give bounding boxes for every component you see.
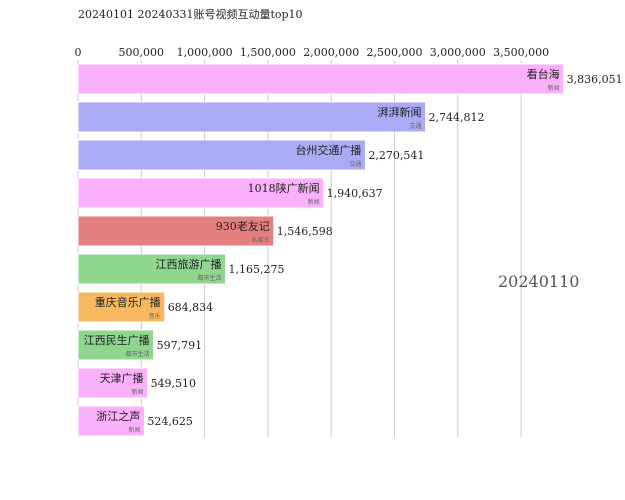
- bar-group-label: 新闻: [308, 198, 320, 206]
- bar-label: 930老友记: [216, 219, 270, 233]
- value-label: 684,834: [168, 301, 214, 314]
- bar: [77, 177, 325, 209]
- bar: [77, 101, 426, 133]
- value-label: 1,165,275: [229, 263, 285, 276]
- bar-label: 1018陕广新闻: [248, 181, 320, 195]
- x-tick-label: 0: [75, 46, 82, 59]
- bar-label: 台州交通广播: [295, 143, 361, 157]
- bar: [77, 329, 155, 361]
- bar-group-label: 交通: [349, 160, 361, 168]
- bar-label: 看台海: [527, 67, 560, 81]
- date-label: 20240110: [498, 272, 580, 291]
- bar: [77, 63, 565, 95]
- bar-label: 江西民生广播: [84, 333, 150, 347]
- x-tick-label: 1,000,000: [177, 46, 233, 59]
- bar: [77, 405, 145, 437]
- bar: [77, 215, 275, 247]
- value-label: 549,510: [151, 377, 197, 390]
- x-tick-label: 3,000,000: [430, 46, 486, 59]
- value-label: 597,791: [157, 339, 203, 352]
- value-label: 3,836,051: [567, 73, 623, 86]
- chart-title: 20240101 20240331账号视频互动量top10: [78, 8, 303, 21]
- bar-label: 湃湃新闻: [377, 105, 421, 119]
- bar-label: 浙江之声: [96, 409, 140, 423]
- x-tick-label: 500,000: [119, 46, 165, 59]
- bar-group-label: 交通: [409, 122, 421, 130]
- bar-group-label: 新闻: [548, 84, 560, 92]
- bar-group-label: 音乐: [149, 312, 161, 320]
- x-tick-label: 3,500,000: [493, 46, 549, 59]
- value-label: 1,546,598: [277, 225, 333, 238]
- bar: [77, 291, 166, 323]
- bar-group-label: 都市生活: [126, 350, 150, 358]
- value-label: 2,744,812: [428, 111, 484, 124]
- bar: [77, 139, 366, 171]
- value-label: 524,625: [147, 415, 193, 428]
- x-tick-label: 2,000,000: [303, 46, 359, 59]
- bar-group-label: 私家车: [252, 236, 270, 244]
- bar-label: 天津广播: [100, 371, 144, 385]
- bar-group-label: 新闻: [128, 426, 140, 434]
- x-tick-label: 1,500,000: [240, 46, 296, 59]
- x-tick-label: 2,500,000: [367, 46, 423, 59]
- value-label: 1,940,637: [327, 187, 383, 200]
- value-label: 2,270,541: [368, 149, 424, 162]
- bar-label: 江西旅游广播: [156, 257, 222, 271]
- bar-group-label: 都市生活: [198, 274, 222, 282]
- bar-group-label: 新闻: [132, 388, 144, 396]
- bar: [77, 253, 227, 285]
- bar: [77, 367, 149, 399]
- bar-label: 重庆音乐广播: [95, 295, 161, 309]
